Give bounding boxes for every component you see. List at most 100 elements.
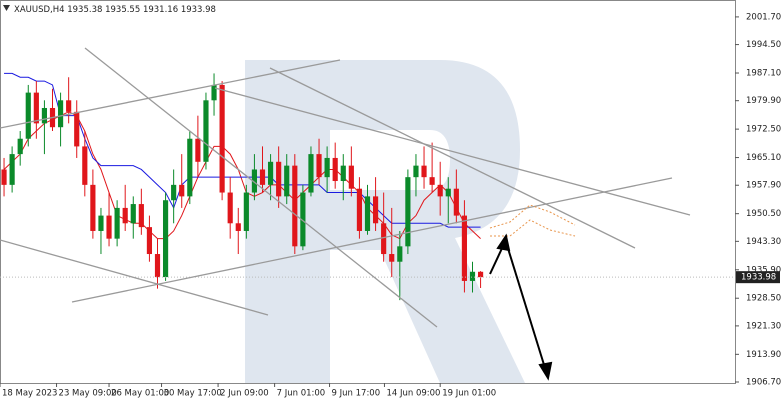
candle-body: [98, 215, 104, 231]
y-tick-label: 2001.70: [746, 12, 781, 22]
y-tick-label: 1972.50: [746, 125, 781, 135]
y-tick-label: 1987.10: [746, 69, 781, 79]
candle-body: [162, 200, 169, 278]
candle-body: [154, 254, 161, 278]
candle-body: [25, 92, 31, 139]
candle-body: [292, 165, 298, 247]
trend-line: [0, 239, 269, 316]
candle-body: [179, 184, 185, 197]
trend-line: [0, 59, 341, 129]
x-tick-label: 30 May 17:00: [164, 389, 222, 399]
y-tick-label: 1957.90: [746, 181, 781, 191]
candle-body: [41, 107, 48, 124]
y-tick-label: 1913.90: [746, 350, 781, 360]
candle-body: [332, 157, 338, 182]
candle-body: [138, 204, 144, 228]
candle-body: [33, 92, 39, 124]
candle-body: [429, 177, 435, 185]
candle-body: [461, 215, 468, 281]
y-tick-label: 1965.10: [746, 153, 781, 163]
candle-body: [219, 84, 225, 193]
candle-body: [195, 138, 201, 162]
cloud-edge: [490, 219, 576, 237]
candle-body: [405, 177, 411, 247]
candle-body: [348, 165, 354, 189]
x-tick-label: 26 May 01:00: [111, 389, 169, 399]
trend-line: [84, 47, 438, 328]
trend-line: [214, 87, 691, 216]
trend-line: [269, 67, 636, 249]
x-tick-label: 23 May 09:00: [59, 389, 117, 399]
candle-body: [203, 100, 209, 162]
current-price: 1933.98: [741, 273, 776, 283]
candle-body: [324, 157, 330, 178]
x-tick-label: 2 Jun 09:00: [220, 389, 269, 399]
candle-body: [356, 188, 363, 231]
candle-body: [477, 271, 484, 278]
candle-body: [453, 188, 459, 216]
chart-title: XAUUSD,H4 1935.38 1935.55 1931.16 1933.9…: [14, 5, 216, 15]
candle-body: [146, 227, 153, 255]
candle-body: [437, 184, 443, 197]
candle-body: [469, 271, 476, 281]
x-tick-label: 14 Jun 09:00: [386, 389, 440, 399]
y-tick-label: 1950.50: [746, 209, 781, 219]
x-tick-label: 19 Jun 01:00: [442, 389, 496, 399]
candle-body: [114, 207, 120, 239]
candle-body: [82, 146, 88, 185]
x-tick-label: 9 Jun 17:00: [332, 389, 381, 399]
candle-body: [372, 196, 379, 224]
candle-body: [9, 154, 15, 185]
candle-body: [17, 138, 23, 155]
candle-body: [243, 192, 249, 231]
candle-body: [364, 196, 371, 231]
candle-body: [445, 188, 451, 197]
candle-body: [66, 100, 72, 112]
candle-body: [171, 184, 177, 201]
arrow-head: [496, 233, 511, 252]
trend-lines: [0, 47, 691, 328]
plot-area: [0, 72, 735, 301]
candle-body: [235, 223, 241, 231]
trend-line: [71, 177, 673, 303]
y-tick-label: 1928.50: [746, 294, 781, 304]
candle-body: [57, 100, 64, 128]
y-tick-label: 1921.30: [746, 321, 781, 331]
y-tick-label: 1935.90: [746, 265, 781, 275]
y-tick-label: 1943.30: [746, 237, 781, 247]
candle-body: [227, 192, 233, 224]
candle-body: [251, 169, 258, 193]
candle-body: [389, 254, 395, 262]
candle-body: [187, 138, 193, 197]
cloud-edge: [489, 204, 576, 229]
candle-body: [90, 184, 96, 231]
indicator-line: [4, 72, 481, 228]
candle-body: [421, 165, 427, 178]
candle-body: [308, 154, 314, 193]
x-tick-label: 18 May 2023: [2, 389, 57, 399]
indicator-line: [3, 111, 481, 240]
candle-body: [397, 246, 403, 262]
candle-body: [276, 161, 282, 197]
candle-body: [74, 111, 80, 147]
candle-body: [267, 161, 274, 185]
menu-icon[interactable]: [3, 5, 10, 11]
arrow-head: [538, 361, 553, 381]
candle-body: [284, 165, 290, 197]
watermark: [245, 60, 525, 383]
price-box: [736, 271, 780, 284]
y-tick-label: 1979.90: [746, 96, 781, 106]
candle-body: [122, 207, 128, 224]
arrow: [505, 241, 546, 369]
candle-body: [300, 192, 306, 247]
y-tick-label: 1994.50: [746, 40, 781, 50]
candle-body: [106, 215, 112, 239]
cloud-outline: [489, 204, 576, 237]
candle-body: [340, 165, 346, 182]
candle-body: [259, 169, 266, 185]
forecast-arrows: [489, 233, 553, 381]
x-tick-label: 7 Jun 01:00: [277, 389, 326, 399]
candle-body: [316, 154, 322, 178]
candle-body: [211, 84, 217, 101]
